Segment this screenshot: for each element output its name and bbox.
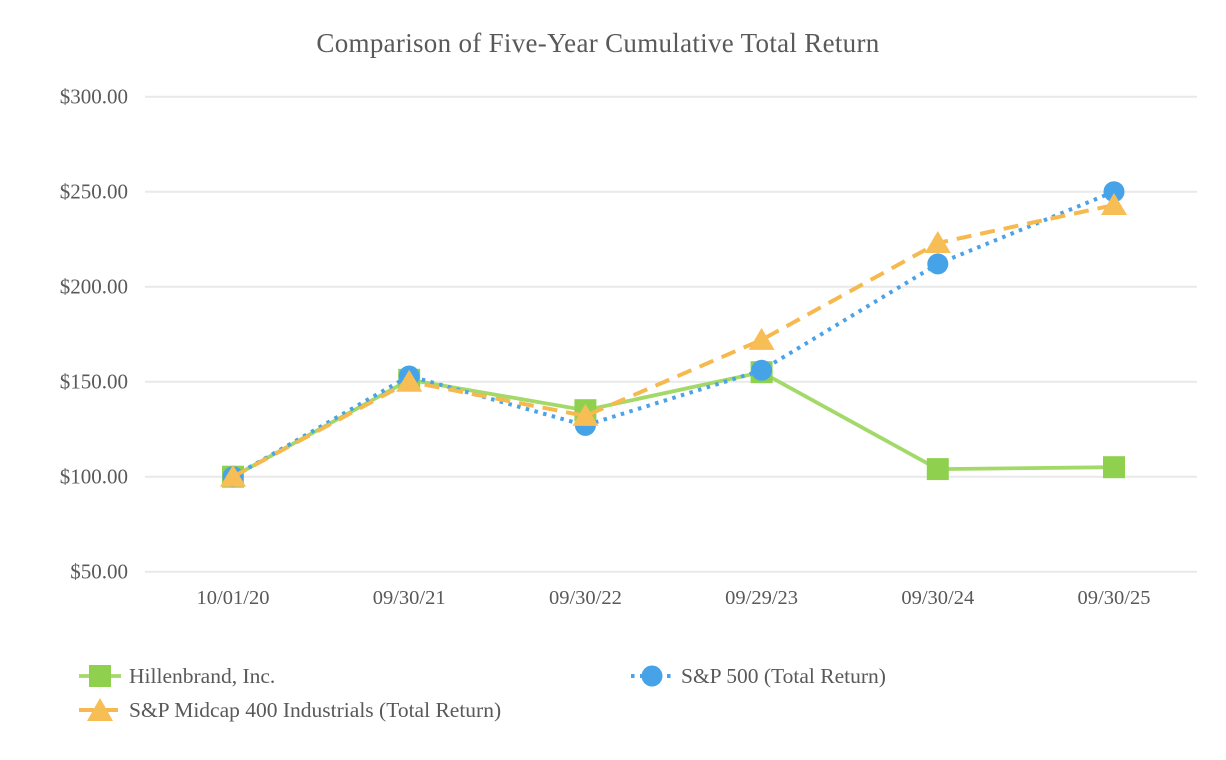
legend-label-sp500: S&P 500 (Total Return) (681, 663, 886, 688)
series-1-line (232, 189, 1115, 479)
hillenbrand-series-swatch-icon (79, 665, 121, 687)
y-axis-tick-label: $150.00 (60, 370, 128, 394)
legend-item-hillenbrand: Hillenbrand, Inc. (78, 659, 630, 693)
legend-marker-icon (89, 665, 111, 687)
legend-item-sp-midcap: S&P Midcap 400 Industrials (Total Return… (78, 693, 630, 727)
series-1-marker (927, 253, 949, 275)
chart-legend: Hillenbrand, Inc. S&P 500 (Total Return)… (78, 659, 1198, 727)
legend-marker-icon (641, 665, 663, 687)
series-2-marker (1101, 193, 1127, 215)
legend-label-sp-midcap: S&P Midcap 400 Industrials (Total Return… (129, 697, 502, 722)
series-0-line (232, 370, 1115, 479)
y-axis-tick-label: $100.00 (60, 465, 128, 489)
legend-label-hillenbrand: Hillenbrand, Inc. (129, 663, 276, 688)
series-2-marker (572, 403, 599, 426)
series-2-line (232, 203, 1115, 479)
series-1-marker (751, 359, 773, 381)
legend-item-sp500: S&P 500 (Total Return) (630, 659, 886, 693)
series-0-marker (1103, 456, 1125, 479)
x-axis-tick-label: 10/01/20 (197, 587, 270, 609)
series-1-marker (1103, 181, 1125, 203)
series-2-marker (924, 231, 951, 253)
x-axis-tick-label: 09/29/23 (725, 587, 798, 609)
y-axis-tick-label: $200.00 (60, 275, 128, 299)
chart-title: Comparison of Five-Year Cumulative Total… (316, 28, 880, 58)
sp500-series-swatch-icon (631, 665, 673, 687)
x-axis-tick-label: 09/30/21 (373, 587, 446, 609)
x-axis-tick-label: 09/30/25 (1078, 587, 1151, 609)
y-axis-tick-label: $50.00 (70, 560, 128, 584)
series-2-marker (396, 369, 423, 392)
x-axis-tick-label: 09/30/24 (901, 587, 974, 609)
y-axis-tick-label: $300.00 (60, 85, 128, 109)
sp-midcap-series-swatch-icon (79, 698, 121, 721)
series-2-marker (748, 327, 775, 350)
legend-marker-icon (87, 698, 113, 721)
y-axis-tick-label: $250.00 (60, 180, 128, 204)
x-axis-tick-label: 09/30/22 (549, 587, 622, 609)
series-2-marker (220, 464, 246, 487)
series-0-marker (926, 458, 949, 481)
